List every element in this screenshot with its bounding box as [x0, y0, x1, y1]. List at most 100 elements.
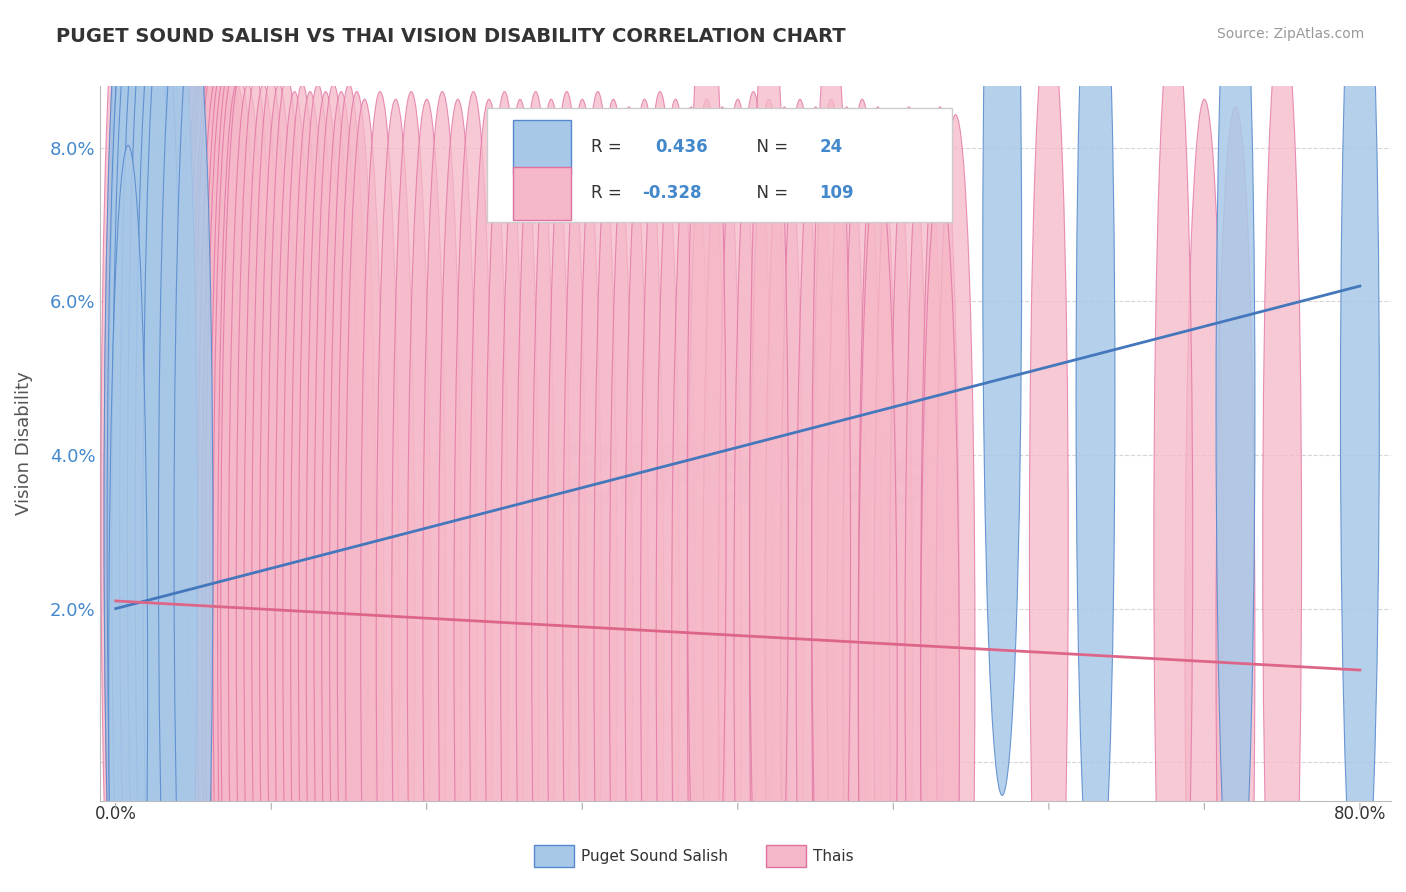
Ellipse shape [114, 0, 152, 892]
Bar [488, 108, 952, 222]
Ellipse shape [101, 0, 139, 892]
Ellipse shape [177, 61, 217, 892]
Ellipse shape [344, 99, 384, 892]
Ellipse shape [117, 22, 156, 892]
Ellipse shape [129, 30, 167, 892]
Ellipse shape [167, 69, 207, 892]
Ellipse shape [150, 0, 190, 892]
Ellipse shape [172, 61, 209, 892]
Ellipse shape [135, 7, 174, 892]
Ellipse shape [688, 0, 725, 892]
Ellipse shape [125, 30, 165, 892]
Ellipse shape [276, 92, 314, 892]
Ellipse shape [149, 61, 188, 892]
Ellipse shape [120, 0, 159, 892]
Y-axis label: Vision Disability: Vision Disability [15, 372, 32, 516]
Ellipse shape [337, 92, 377, 892]
Ellipse shape [531, 99, 571, 892]
Ellipse shape [811, 99, 851, 892]
Ellipse shape [162, 69, 201, 892]
Ellipse shape [485, 92, 524, 892]
Ellipse shape [749, 0, 789, 892]
Ellipse shape [183, 69, 222, 892]
Ellipse shape [626, 99, 664, 892]
Ellipse shape [672, 107, 710, 892]
Ellipse shape [212, 76, 252, 892]
Ellipse shape [1216, 0, 1256, 892]
Ellipse shape [120, 15, 159, 892]
Ellipse shape [593, 99, 633, 892]
Ellipse shape [361, 92, 399, 892]
Ellipse shape [128, 37, 166, 892]
Ellipse shape [122, 22, 162, 892]
Text: R =: R = [591, 138, 631, 156]
Ellipse shape [1263, 7, 1302, 892]
Ellipse shape [104, 0, 143, 892]
Ellipse shape [983, 0, 1022, 796]
Ellipse shape [228, 84, 267, 892]
Text: PUGET SOUND SALISH VS THAI VISION DISABILITY CORRELATION CHART: PUGET SOUND SALISH VS THAI VISION DISABI… [56, 27, 846, 45]
Ellipse shape [470, 99, 509, 892]
Ellipse shape [291, 92, 329, 892]
Ellipse shape [875, 115, 912, 892]
Ellipse shape [131, 37, 169, 892]
Ellipse shape [1076, 0, 1115, 892]
Ellipse shape [842, 99, 882, 892]
Ellipse shape [120, 0, 159, 892]
Text: N =: N = [745, 138, 793, 156]
Ellipse shape [112, 0, 150, 757]
Ellipse shape [107, 0, 146, 892]
Text: Puget Sound Salish: Puget Sound Salish [581, 849, 728, 863]
Text: 24: 24 [820, 138, 842, 156]
Ellipse shape [252, 76, 291, 892]
Ellipse shape [108, 0, 148, 892]
Text: 0.436: 0.436 [655, 138, 707, 156]
Ellipse shape [174, 69, 212, 892]
Ellipse shape [858, 161, 897, 892]
Ellipse shape [796, 107, 835, 892]
Ellipse shape [329, 84, 368, 892]
Ellipse shape [159, 54, 197, 892]
Ellipse shape [905, 115, 943, 892]
Ellipse shape [138, 37, 177, 892]
Ellipse shape [641, 92, 679, 892]
Ellipse shape [921, 107, 959, 892]
Ellipse shape [562, 99, 602, 892]
Ellipse shape [124, 15, 163, 892]
Ellipse shape [135, 0, 174, 892]
Text: -0.328: -0.328 [643, 185, 702, 202]
Ellipse shape [136, 30, 176, 892]
Ellipse shape [134, 45, 173, 892]
Ellipse shape [108, 145, 148, 892]
Text: ZIPatlas: ZIPatlas [557, 439, 935, 520]
Ellipse shape [501, 99, 540, 892]
Ellipse shape [139, 45, 179, 892]
Ellipse shape [1216, 107, 1256, 892]
Ellipse shape [858, 107, 897, 892]
Ellipse shape [115, 15, 153, 892]
Text: Thais: Thais [813, 849, 853, 863]
Ellipse shape [121, 30, 160, 892]
Text: N =: N = [745, 185, 793, 202]
Ellipse shape [197, 76, 236, 892]
Ellipse shape [165, 61, 204, 892]
Ellipse shape [193, 69, 232, 892]
Ellipse shape [190, 76, 228, 892]
Ellipse shape [1185, 99, 1223, 892]
Ellipse shape [236, 76, 276, 892]
Ellipse shape [392, 92, 430, 892]
Ellipse shape [283, 84, 322, 892]
Ellipse shape [811, 7, 851, 892]
Ellipse shape [1154, 7, 1192, 892]
Ellipse shape [156, 61, 194, 892]
Ellipse shape [377, 99, 415, 892]
Ellipse shape [245, 84, 283, 892]
Ellipse shape [143, 0, 181, 892]
Ellipse shape [516, 92, 555, 892]
Ellipse shape [209, 69, 249, 892]
Ellipse shape [105, 0, 145, 892]
Ellipse shape [104, 0, 143, 892]
Ellipse shape [218, 84, 256, 892]
Ellipse shape [267, 76, 307, 892]
Ellipse shape [260, 84, 298, 892]
